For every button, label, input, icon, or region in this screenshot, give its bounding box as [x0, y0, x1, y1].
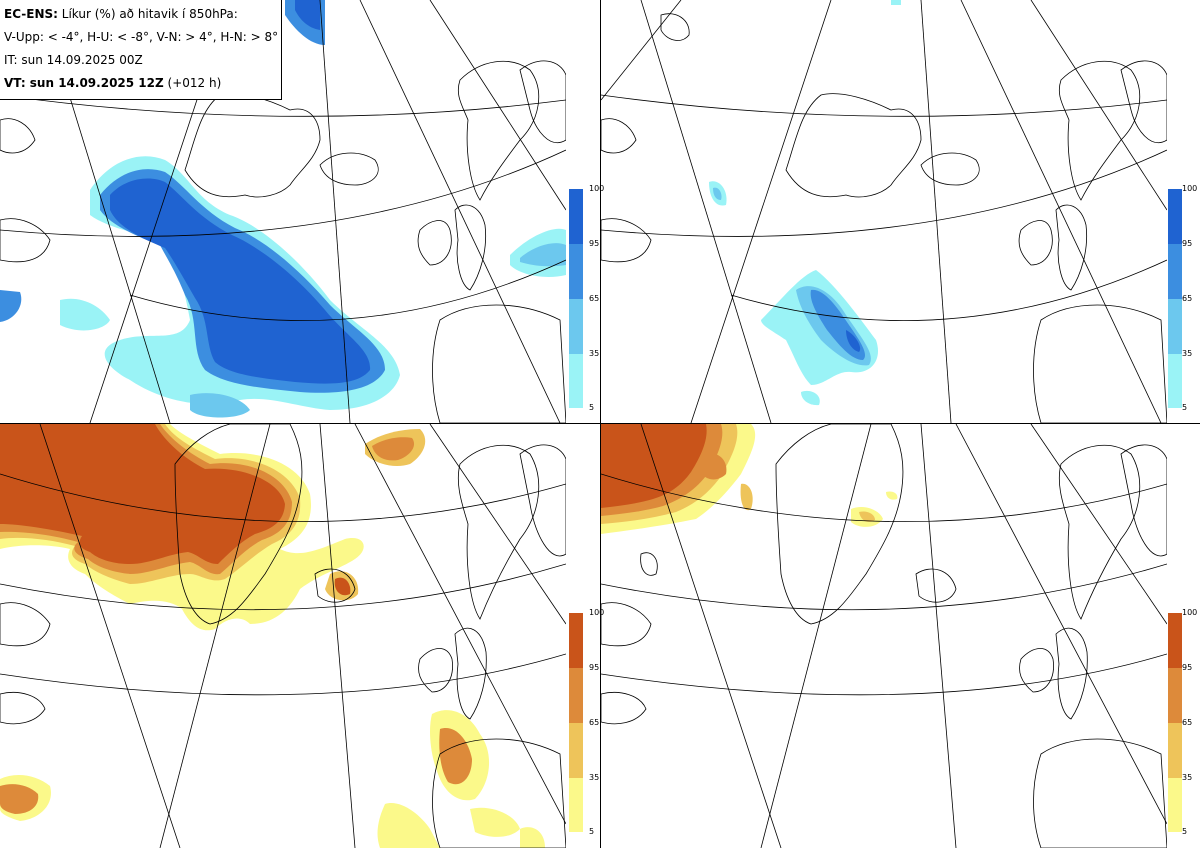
probability-field [601, 424, 898, 534]
map-lower-right [601, 424, 1167, 848]
lead-time-text: (+012 h) [167, 76, 222, 90]
colorbar-segment [1168, 723, 1182, 778]
colorbar-upper-right: 100 95 65 35 5 [1168, 185, 1200, 412]
model-name: EC-ENS: [4, 7, 58, 21]
colorbar-tick: 5 [589, 827, 595, 836]
colorbar-tick: 95 [1182, 239, 1193, 248]
colorbar-upper-left: 100 95 65 35 5 [569, 185, 604, 412]
map-panel-lower-right [600, 424, 1167, 848]
description-text: Líkur (%) að hitavik í 850hPa: [61, 7, 238, 21]
colorbar-tick: 5 [1182, 827, 1188, 836]
colorbar-tick: 65 [589, 718, 600, 727]
coastlines [601, 424, 1167, 848]
probability-field [0, 424, 545, 848]
init-time-text: IT: sun 14.09.2025 00Z [4, 53, 143, 67]
colorbar-tick: 35 [1182, 773, 1193, 782]
colorbar-segment [1168, 354, 1182, 408]
colorbar-segment [1168, 778, 1182, 832]
colorbar-segment [569, 189, 583, 244]
probability-field [709, 0, 901, 406]
colorbar-lower-left: 100 95 65 35 5 [569, 609, 604, 836]
colorbar-tick: 65 [1182, 294, 1193, 303]
colorbar-segment [1168, 244, 1182, 299]
map-panel-upper-left [0, 0, 566, 423]
panel-divider [0, 423, 1200, 424]
info-line-1: EC-ENS: Líkur (%) að hitavik í 850hPa: [4, 6, 281, 29]
colorbar-tick: 35 [589, 349, 600, 358]
info-box: EC-ENS: Líkur (%) að hitavik í 850hPa: V… [0, 0, 282, 100]
colorbar-segment [1168, 189, 1182, 244]
valid-time-text: VT: sun 14.09.2025 12Z [4, 76, 164, 90]
colorbar-segment [569, 668, 583, 723]
thresholds-text: V-Upp: < -4°, H-U: < -8°, V-N: > 4°, H-N… [4, 30, 279, 44]
colorbar-segment [569, 778, 583, 832]
colorbar-tick: 5 [1182, 403, 1188, 412]
map-panel-upper-right [600, 0, 1167, 423]
info-line-4: VT: sun 14.09.2025 12Z (+012 h) [4, 75, 281, 98]
map-lower-left [0, 424, 566, 848]
colorbar-tick: 95 [589, 663, 600, 672]
coastlines [601, 13, 1167, 423]
map-upper-right [601, 0, 1167, 423]
colorbar-segment [569, 723, 583, 778]
colorbar-segment [1168, 613, 1182, 668]
colorbar-tick: 35 [1182, 349, 1193, 358]
colorbar-tick: 95 [1182, 663, 1193, 672]
colorbar-tick: 65 [1182, 718, 1193, 727]
colorbar-tick: 5 [589, 403, 595, 412]
colorbar-tick: 100 [1182, 608, 1198, 617]
graticule [601, 0, 1167, 423]
colorbar-tick: 95 [589, 239, 600, 248]
colorbar-segment [569, 299, 583, 354]
graticule [0, 424, 566, 848]
colorbar-tick: 100 [1182, 184, 1198, 193]
colorbar-tick: 65 [589, 294, 600, 303]
colorbar-lower-right: 100 95 65 35 5 [1168, 609, 1200, 836]
colorbar-tick: 35 [589, 773, 600, 782]
graticule [601, 424, 1167, 848]
colorbar-segment [1168, 668, 1182, 723]
colorbar-segment [1168, 299, 1182, 354]
colorbar-segment [569, 354, 583, 408]
coastlines [0, 424, 566, 848]
colorbar-tick: 100 [589, 184, 605, 193]
map-upper-left [0, 0, 566, 423]
colorbar-tick: 100 [589, 608, 605, 617]
probability-field [0, 0, 566, 418]
colorbar-segment [569, 244, 583, 299]
colorbar-segment [569, 613, 583, 668]
map-panel-lower-left [0, 424, 566, 848]
